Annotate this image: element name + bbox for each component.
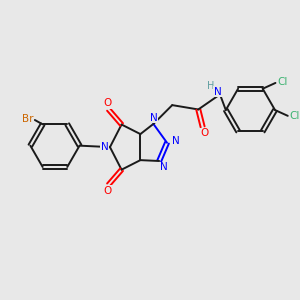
Text: N: N [150,112,158,123]
Text: Cl: Cl [290,111,300,122]
Text: N: N [160,162,167,172]
Text: Cl: Cl [278,77,288,87]
Text: H: H [207,81,214,91]
Text: O: O [200,128,208,138]
Text: O: O [103,186,111,196]
Text: N: N [101,142,109,152]
Text: N: N [172,136,180,146]
Text: O: O [103,98,111,108]
Text: Br: Br [22,114,34,124]
Text: N: N [214,86,222,97]
